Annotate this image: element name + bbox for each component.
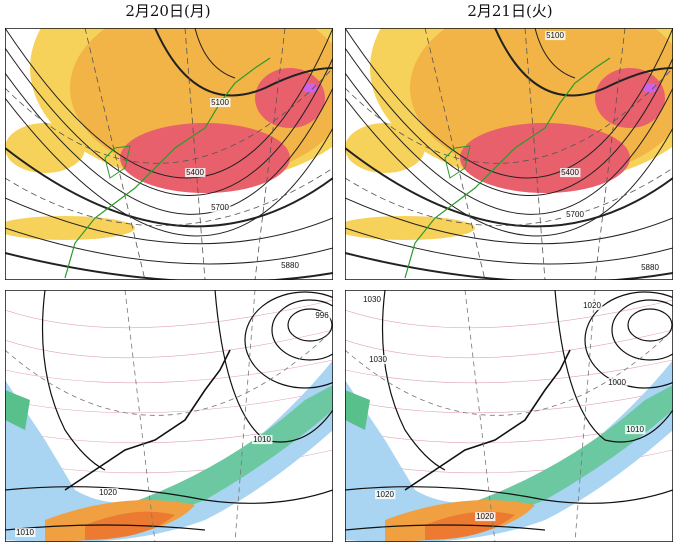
label-background xyxy=(362,295,383,305)
contour-label: 1030 xyxy=(369,355,387,364)
contour-label: 5700 xyxy=(566,210,584,219)
upper-map: 5100 5400 5700 5880 xyxy=(5,28,333,280)
label-background xyxy=(640,263,661,273)
contour-label: 5700 xyxy=(211,203,229,212)
lower-map: 996 1010 1020 1010 xyxy=(5,290,333,542)
contour-label: 5880 xyxy=(641,263,659,272)
label-background xyxy=(475,512,496,522)
contour-label: 5100 xyxy=(211,98,229,107)
label-background xyxy=(210,98,231,108)
contour-label: 996 xyxy=(315,311,329,320)
label-background xyxy=(545,31,566,41)
label-background xyxy=(98,488,119,498)
label-background xyxy=(252,435,273,445)
contour-label: 5100 xyxy=(546,31,564,40)
contour-label: 1020 xyxy=(476,512,494,521)
label-background xyxy=(185,168,206,178)
contour-label: 1020 xyxy=(99,488,117,497)
contour-label: 1020 xyxy=(376,490,394,499)
contour-label: 1010 xyxy=(626,425,644,434)
label-background xyxy=(625,425,646,435)
label-background xyxy=(375,490,396,500)
contour-label: 1010 xyxy=(16,528,34,537)
label-background xyxy=(314,311,331,321)
contour-label: 1030 xyxy=(363,295,381,304)
label-background xyxy=(368,355,389,365)
upper-map: 5100 5400 5700 5880 xyxy=(345,28,673,280)
date-header: 2月20日(月) xyxy=(125,2,210,20)
label-background xyxy=(280,261,301,271)
date-header: 2月21日(火) xyxy=(467,2,552,20)
contour-label: 1020 xyxy=(583,301,601,310)
label-background xyxy=(582,301,603,311)
contour-label: 5400 xyxy=(186,168,204,177)
contour-label: 1010 xyxy=(253,435,271,444)
contour-label: 1000 xyxy=(608,378,626,387)
label-background xyxy=(210,203,231,213)
contour-label: 5880 xyxy=(281,261,299,270)
label-background xyxy=(607,378,628,388)
label-background xyxy=(15,528,36,538)
contour-label: 5400 xyxy=(561,168,579,177)
label-background xyxy=(565,210,586,220)
lower-map: 1030 1030 1020 1000 1010 1020 1020 xyxy=(345,290,673,542)
label-background xyxy=(560,168,581,178)
